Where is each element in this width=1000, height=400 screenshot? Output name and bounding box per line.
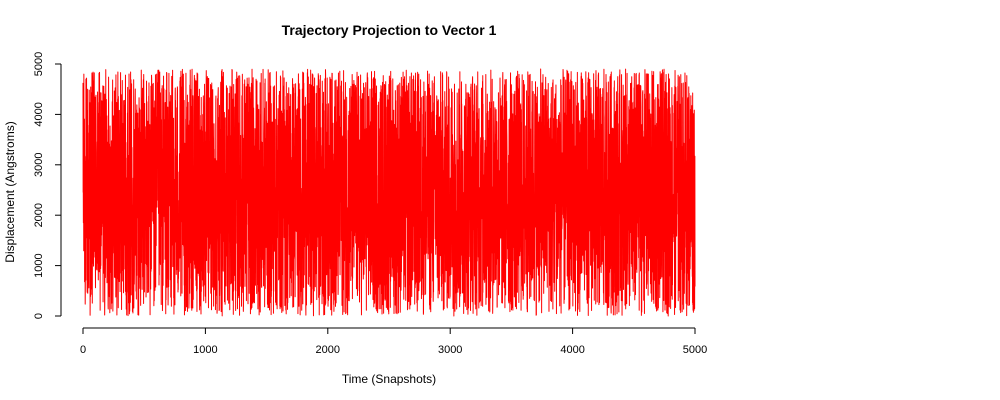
y-axis-ticks: 0 1000 2000 3000 4000 5000	[33, 52, 61, 319]
x-tick-label: 2000	[316, 344, 340, 356]
x-axis-ticks: 0 1000 2000 3000 4000 5000	[80, 328, 707, 356]
y-tick-label: 0	[33, 313, 45, 319]
x-tick-label: 3000	[438, 344, 462, 356]
y-tick-label: 2000	[33, 203, 45, 227]
plot-area	[82, 68, 696, 317]
y-tick-label: 3000	[33, 153, 45, 177]
series-line	[82, 68, 696, 317]
y-tick-label: 4000	[33, 102, 45, 126]
y-axis-label: Displacement (Angstroms)	[3, 121, 17, 262]
y-tick-label: 1000	[33, 253, 45, 277]
x-tick-label: 0	[80, 344, 86, 356]
x-tick-label: 4000	[560, 344, 584, 356]
y-tick-label: 5000	[33, 52, 45, 76]
x-tick-label: 1000	[193, 344, 217, 356]
x-axis-label: Time (Snapshots)	[342, 372, 436, 386]
chart-title: Trajectory Projection to Vector 1	[282, 22, 497, 38]
x-tick-label: 5000	[683, 344, 707, 356]
